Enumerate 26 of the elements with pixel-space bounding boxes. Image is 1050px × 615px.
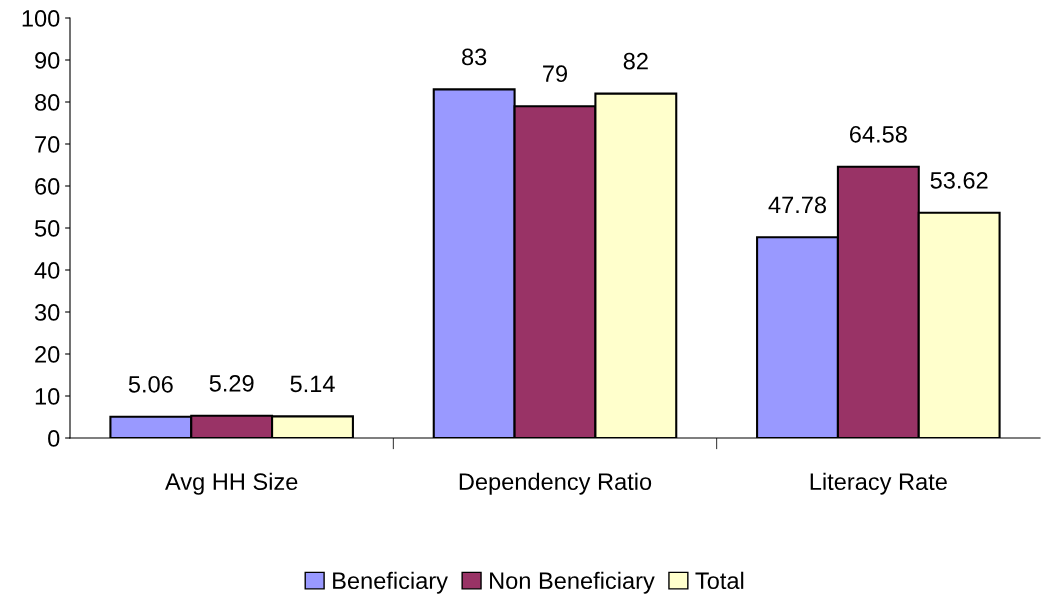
data-label: 5.29 bbox=[209, 374, 254, 392]
x-tick-label: Dependency Ratio bbox=[459, 472, 652, 495]
legend-label: Beneficiary bbox=[333, 571, 448, 594]
y-tick-label: 50 bbox=[34, 220, 60, 237]
y-tick-label: 90 bbox=[35, 52, 60, 69]
y-tick-label: 70 bbox=[35, 136, 60, 153]
y-tick-label: 0 bbox=[48, 430, 60, 447]
x-tick-label: Literacy Rate bbox=[810, 472, 947, 495]
data-label: 82 bbox=[623, 52, 648, 70]
y-tick-label: 10 bbox=[35, 388, 60, 405]
data-label: 47.78 bbox=[768, 196, 827, 214]
data-label: 53.62 bbox=[930, 171, 988, 189]
y-tick-label: 20 bbox=[35, 346, 60, 363]
legend-label: Total bbox=[695, 571, 744, 590]
data-label: 83 bbox=[462, 48, 487, 66]
data-label: 5.06 bbox=[128, 375, 173, 393]
y-tick-label: 80 bbox=[35, 94, 60, 111]
x-tick-label: Avg HH Size bbox=[165, 472, 298, 495]
legend-label: Non Beneficiary bbox=[490, 571, 655, 594]
data-label: 64.58 bbox=[849, 125, 907, 143]
data-label: 79 bbox=[543, 65, 568, 83]
y-tick-label: 100 bbox=[22, 10, 60, 27]
y-tick-label: 60 bbox=[35, 178, 60, 195]
y-tick-label: 30 bbox=[34, 304, 60, 321]
data-label: 5.14 bbox=[290, 375, 335, 393]
y-tick-label: 40 bbox=[34, 262, 60, 279]
